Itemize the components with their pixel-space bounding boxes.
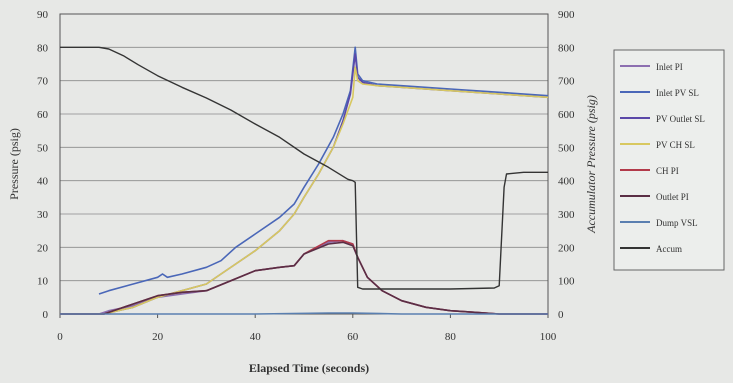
y2-tick-label: 800 [558, 42, 575, 54]
y-tick-label: 10 [37, 276, 49, 288]
x-tick-label: 100 [540, 331, 557, 343]
y2-tick-label: 0 [558, 309, 564, 321]
x-tick-label: 60 [347, 331, 359, 343]
series-line [60, 312, 548, 315]
y2-tick-label: 700 [558, 76, 575, 88]
series-line [60, 46, 548, 290]
y2-tick-label: 200 [558, 242, 575, 254]
legend-box [613, 49, 725, 271]
legend-label: Accum [656, 244, 682, 254]
y2-axis-label: Accumulator Pressure (psig) [584, 95, 598, 234]
y-tick-label: 80 [37, 42, 49, 54]
y2-tick-label: 500 [558, 142, 575, 154]
y-tick-label: 40 [37, 176, 49, 188]
x-tick-label: 20 [152, 331, 164, 343]
legend-items: Inlet PI Inlet PV SL PV Outlet SL PV CH SL C… [620, 62, 705, 254]
legend-label: PV Outlet SL [656, 114, 705, 124]
legend: Inlet PI Inlet PV SL PV Outlet SL PV CH SL C… [613, 49, 725, 271]
legend-label: Dump VSL [656, 218, 698, 228]
series-line [98, 46, 549, 295]
x-axis-label: Elapsed Time (seconds) [249, 361, 369, 375]
tick-labels: 0102030405060708090010020030040050060070… [37, 9, 575, 343]
legend-label: CH PI [656, 166, 679, 176]
y-axis-label: Pressure (psig) [7, 128, 21, 200]
y-tick-label: 0 [43, 309, 49, 321]
legend-label: Outlet PI [656, 192, 689, 202]
x-tick-label: 80 [445, 331, 457, 343]
x-tick-label: 0 [57, 331, 63, 343]
series-line [60, 66, 549, 315]
y-tick-label: 50 [37, 142, 49, 154]
y-tick-label: 30 [37, 209, 49, 221]
y2-tick-label: 100 [558, 276, 575, 288]
y2-tick-label: 300 [558, 209, 575, 221]
y2-tick-label: 600 [558, 109, 575, 121]
legend-label: PV CH SL [656, 140, 695, 150]
y2-tick-label: 900 [558, 9, 575, 21]
series-layer [60, 46, 549, 315]
legend-label: Inlet PI [656, 62, 683, 72]
y-tick-label: 60 [37, 109, 49, 121]
y-tick-label: 90 [37, 9, 49, 21]
y-tick-label: 70 [37, 76, 49, 88]
legend-label: Inlet PV SL [656, 88, 699, 98]
y2-tick-label: 400 [558, 176, 575, 188]
x-tick-label: 40 [250, 331, 262, 343]
series-line [60, 241, 548, 315]
y-tick-label: 20 [37, 242, 49, 254]
